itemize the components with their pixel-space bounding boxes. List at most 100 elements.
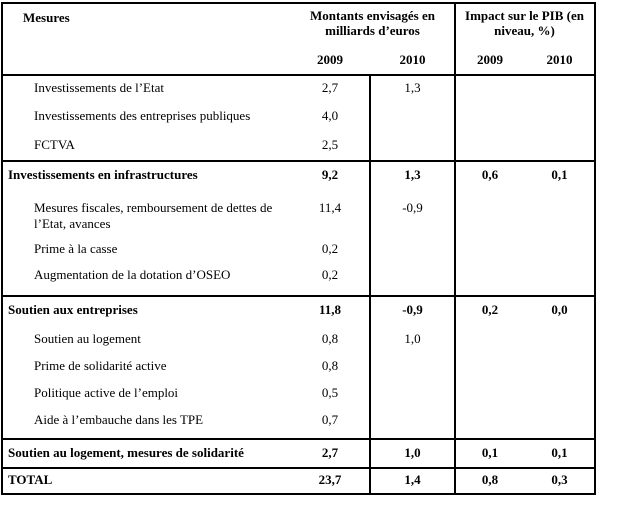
amount-2010-cell [370,235,455,261]
amount-2010-cell: -0,9 [402,302,423,317]
impact-2009-cell [455,406,525,438]
year-header-impact-2009: 2009 [477,52,503,67]
year-header-row: 2009 2010 2009 2010 [3,52,594,68]
amount-2010-cell [370,131,455,160]
amount-2010-cell [370,406,455,438]
row-label: Mesures fiscales, remboursement de dette… [34,200,273,231]
table-row: Investissements en infrastructures 9,2 1,3… [3,160,594,194]
impact-2010-cell [525,379,594,406]
amount-2010-cell: 1,0 [404,331,421,346]
row-label: Soutien au logement, mesures de solidari… [8,445,244,460]
row-divider [1,74,596,76]
row-label: Politique active de l’emploi [34,385,179,400]
col-header-impact: Impact sur le PIB (en niveau, %) [465,8,584,38]
amount-2009-cell: 2,7 [321,445,339,460]
impact-2009-cell [455,131,525,160]
impact-2010-cell [525,352,594,379]
header-row: Mesures Montants envisagés en milliards … [3,6,594,38]
impact-2009-cell [455,379,525,406]
table-row: Soutien aux entreprises 11,8 -0,9 0,2 0,0 [3,295,594,325]
amount-2010-cell [370,352,455,379]
impact-2010-cell [525,235,594,261]
year-header-spacer [3,52,290,68]
impact-2009-cell [455,261,525,295]
year-header-montants-2009: 2009 [317,52,343,67]
amount-2009-cell: 23,7 [318,472,342,487]
amount-2009-cell: 2,5 [321,137,339,152]
row-label: Investissements de l’Etat [34,80,164,95]
impact-2010-cell [525,131,594,160]
impact-2009-cell [455,102,525,131]
row-label: Investissements en infrastructures [8,167,198,182]
amount-2009-cell: 9,2 [321,167,339,182]
amount-2009-cell: 0,7 [321,412,339,427]
impact-2009-cell [455,194,525,235]
row-divider [1,160,596,162]
impact-2009-cell [455,74,525,102]
table-row: Mesures fiscales, remboursement de dette… [3,194,594,235]
row-label: Investissements des entreprises publique… [34,108,251,123]
row-label: Prime à la casse [34,241,118,256]
amount-2010-cell: 1,4 [404,472,421,487]
impact-2010-cell: 0,0 [551,302,568,317]
impact-2010-cell [525,325,594,352]
amount-2009-cell: 0,8 [321,358,339,373]
impact-2010-cell [525,102,594,131]
amount-2009-cell: 0,5 [321,385,339,400]
impact-2009-cell [455,325,525,352]
impact-2010-cell [525,406,594,438]
column-divider-impact [454,2,456,495]
table-row: Politique active de l’emploi 0,5 [3,379,594,406]
column-divider-montants [369,74,371,493]
amount-2010-cell: 1,3 [404,80,421,95]
amount-2010-cell [370,102,455,131]
amount-2010-cell [370,379,455,406]
table-row: Aide à l’embauche dans les TPE 0,7 [3,406,594,438]
amount-2009-cell: 11,8 [318,302,342,317]
row-label: Aide à l’embauche dans les TPE [34,412,204,427]
row-label: TOTAL [8,472,53,487]
col-header-mesures: Mesures [23,10,70,25]
impact-2009-cell [455,235,525,261]
col-header-montants: Montants envisagés en milliards d’euros [310,8,435,38]
impact-2009-cell: 0,1 [481,445,499,460]
row-label: Prime de solidarité active [34,358,167,373]
table-row: Soutien au logement 0,8 1,0 [3,325,594,352]
amount-2009-cell: 4,0 [321,108,339,123]
row-label: Soutien au logement [34,331,141,346]
impact-2009-cell: 0,2 [481,302,499,317]
row-divider [1,295,596,297]
row-label: Soutien aux entreprises [8,302,138,317]
table-row: Soutien au logement, mesures de solidari… [3,438,594,467]
amount-2009-cell: 2,7 [321,80,339,95]
row-divider [1,467,596,469]
table-row: Augmentation de la dotation d’OSEO 0,2 [3,261,594,295]
impact-2009-cell: 0,8 [481,472,499,487]
row-divider [1,438,596,440]
impact-2010-cell [525,261,594,295]
amount-2010-cell: -0,9 [402,200,423,215]
impact-2010-cell: 0,3 [551,472,568,487]
table-row: TOTAL 23,7 1,4 0,8 0,3 [3,467,594,493]
year-header-impact-2010: 2010 [546,52,573,67]
impact-2009-cell: 0,6 [481,167,499,182]
impact-2010-cell: 0,1 [551,167,568,182]
amount-2010-cell [370,261,455,295]
table-row: Investissements des entreprises publique… [3,102,594,131]
amount-2009-cell: 11,4 [318,200,342,215]
amount-2010-cell: 1,3 [404,167,421,182]
amount-2009-cell: 0,8 [321,331,339,346]
year-header-montants-2010: 2010 [399,52,426,67]
table-body: Investissements de l’Etat 2,7 1,3 Investiss… [3,74,594,493]
impact-2010-cell: 0,1 [551,445,568,460]
table-row: Prime de solidarité active 0,8 [3,352,594,379]
amount-2010-cell: 1,0 [404,445,421,460]
row-label: Augmentation de la dotation d’OSEO [34,267,231,282]
impact-2010-cell [525,74,594,102]
impact-2009-cell [455,352,525,379]
amount-2009-cell: 0,2 [321,267,339,282]
table-row: FCTVA 2,5 [3,131,594,160]
row-label: FCTVA [34,137,75,152]
amount-2009-cell: 0,2 [321,241,339,256]
